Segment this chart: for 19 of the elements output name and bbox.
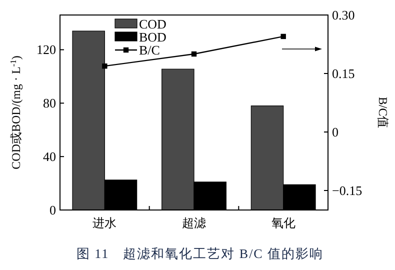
text: 图 11 超滤和氧化工艺对 B/C 值的影响 — [76, 246, 324, 261]
x-tick-label: 进水 — [92, 216, 117, 230]
point — [191, 51, 197, 57]
legend-label: COD — [139, 16, 166, 32]
y-tick-label: 40 — [43, 149, 56, 164]
point — [280, 34, 286, 40]
y2-tick-label: 0 — [332, 124, 338, 140]
y-tick-label: 80 — [43, 96, 56, 111]
y2-tick-label: 0.30 — [332, 8, 355, 22]
x-tick-label: 超滤 — [182, 216, 206, 230]
y2-tick-label: 0.15 — [332, 66, 355, 81]
point — [102, 63, 108, 69]
y-tick-label: 120 — [36, 42, 56, 58]
legend-label: B/C — [139, 42, 160, 58]
legend-label: BOD — [139, 30, 166, 44]
y2-axis-title: B/C值 — [376, 96, 390, 128]
y-tick-label: 0 — [50, 202, 56, 218]
x-tick-label: 氧化 — [271, 216, 296, 230]
y2-tick-label: −0.15 — [332, 183, 362, 198]
